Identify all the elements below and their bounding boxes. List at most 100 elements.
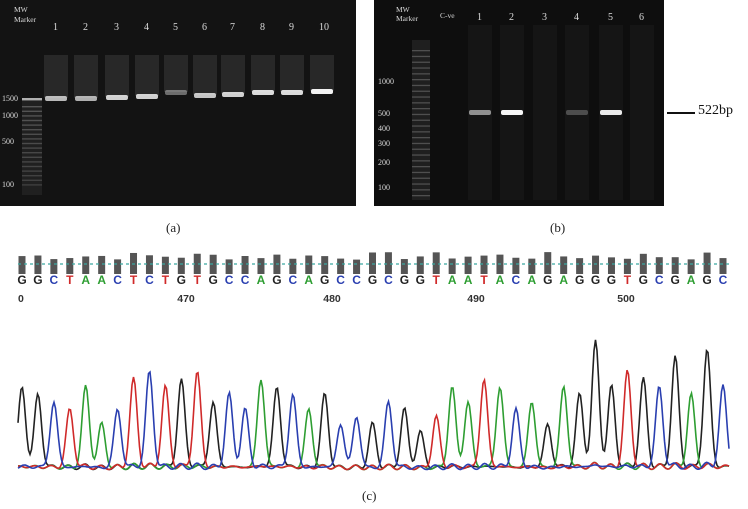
- gel-a-band: [311, 89, 333, 94]
- quality-bar: [592, 255, 600, 274]
- quality-bar: [193, 253, 201, 274]
- gel-b-lane-label: 3: [542, 12, 547, 23]
- base-call: C: [241, 273, 250, 287]
- base-call: G: [543, 273, 552, 287]
- quality-bar: [225, 259, 233, 274]
- left-position-fragment: 0: [18, 293, 24, 305]
- ladder-smear-a: [22, 100, 42, 195]
- gel-a-lane-smear: [44, 55, 68, 98]
- gel-b-lane-label: 2: [509, 12, 514, 23]
- gel-b-lane: [630, 25, 654, 200]
- gel-b: MW Marker C-ve 1 2 3 4 5 6 1000 500 400 300 200 10…: [374, 0, 664, 206]
- quality-bar: [66, 258, 74, 274]
- quality-bar: [177, 257, 185, 274]
- gel-a-marker-label: 1000: [2, 111, 18, 120]
- base-call: T: [624, 273, 632, 287]
- gel-a-lane-smear: [193, 55, 217, 95]
- quality-bar: [655, 257, 663, 274]
- base-call: T: [480, 273, 488, 287]
- gel-b-lane-label: 4: [574, 12, 579, 23]
- gel-b-control-label: C-ve: [440, 11, 455, 20]
- base-call: C: [225, 273, 234, 287]
- gel-a-band: [165, 90, 187, 95]
- product-size-pointer: [667, 112, 695, 114]
- gel-a-marker-label: 500: [2, 137, 14, 146]
- base-call: T: [130, 273, 138, 287]
- base-call: C: [719, 273, 728, 287]
- base-call: C: [145, 273, 154, 287]
- gel-b-band: [501, 110, 523, 115]
- base-call: G: [671, 273, 680, 287]
- quality-bar: [209, 254, 217, 274]
- ladder-band-b: [412, 67, 430, 69]
- gel-a-lane-smear: [221, 55, 245, 94]
- quality-bar: [305, 255, 313, 274]
- gel-b-band: [600, 110, 622, 115]
- quality-bar: [544, 252, 552, 274]
- ladder-band-b: [412, 183, 430, 185]
- gel-a-lane-label: 3: [114, 22, 119, 33]
- base-call: T: [66, 273, 74, 287]
- base-call: G: [17, 273, 26, 287]
- quality-bar: [34, 255, 42, 274]
- gel-a-lane-label: 6: [202, 22, 207, 33]
- base-call: A: [448, 273, 457, 287]
- ladder-band-b: [412, 96, 430, 98]
- base-call: T: [194, 273, 202, 287]
- gel-a-marker-label: 1500: [2, 94, 18, 103]
- ladder-band-a: [22, 138, 42, 140]
- ladder-band-b: [412, 125, 430, 127]
- gel-a-lane-label: 8: [260, 22, 265, 33]
- caption-a: (a): [166, 220, 181, 235]
- gel-a-marker-label: 100: [2, 180, 14, 189]
- quality-bar: [448, 258, 456, 274]
- gel-a-lane-label: 7: [230, 22, 235, 33]
- ladder-band-b: [412, 102, 430, 104]
- gel-a-lane-smear: [251, 55, 275, 92]
- gel-a-lane-smear: [105, 55, 129, 97]
- base-call: C: [113, 273, 122, 287]
- gel-a-lane-label: 10: [319, 22, 329, 33]
- ladder-band-a: [22, 184, 42, 186]
- ladder-band-b: [412, 171, 430, 174]
- ladder-band-b: [412, 154, 430, 156]
- base-call: G: [702, 273, 711, 287]
- gel-a-band: [136, 94, 158, 99]
- position-label: 480: [323, 293, 341, 305]
- ladder-band-a: [22, 110, 42, 112]
- ladder-band-b: [412, 61, 430, 63]
- ladder-band-b: [412, 50, 430, 52]
- quality-bar: [607, 257, 615, 274]
- trace-c: [17, 370, 730, 471]
- gel-b-marker-label: 200: [378, 158, 390, 167]
- ladder-band-b: [412, 73, 430, 75]
- caption-b: (b): [550, 220, 566, 235]
- quality-bar: [257, 258, 265, 274]
- base-call: G: [177, 273, 186, 287]
- base-call: A: [687, 273, 696, 287]
- quality-bar: [687, 259, 695, 274]
- ladder-band-a: [22, 115, 42, 117]
- base-call: C: [384, 273, 393, 287]
- gel-a-lane-label: 1: [53, 22, 58, 33]
- quality-bar: [528, 258, 536, 274]
- base-call: A: [304, 273, 313, 287]
- gel-a-lane-label: 4: [144, 22, 149, 33]
- quality-bar: [50, 259, 58, 274]
- gel-a-lane-label: 5: [173, 22, 178, 33]
- position-label: 500: [617, 293, 635, 305]
- ladder-band-b: [412, 142, 430, 145]
- gel-a-band: [194, 93, 216, 98]
- ladder-band-a: [22, 129, 42, 131]
- gel-a-band: [281, 90, 303, 95]
- quality-bar: [241, 256, 249, 274]
- quality-bar: [321, 256, 329, 274]
- quality-bar: [623, 258, 631, 274]
- gel-b-lane: [565, 25, 589, 200]
- ladder-band-b: [412, 113, 430, 116]
- gel-a-band: [252, 90, 274, 95]
- quality-bar: [512, 257, 520, 274]
- gel-b-lane-label: 6: [639, 12, 644, 23]
- ladder-band-a: [22, 133, 42, 135]
